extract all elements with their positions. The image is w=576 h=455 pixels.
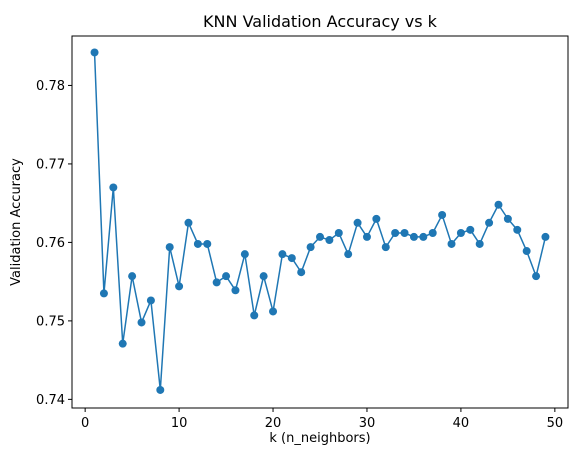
data-point — [316, 232, 324, 241]
data-point — [193, 239, 202, 248]
y-tick-label: 0.78 — [36, 79, 65, 94]
x-tick-label: 30 — [359, 416, 376, 431]
data-point — [203, 239, 212, 248]
y-tick-label: 0.74 — [36, 393, 65, 408]
data-point — [532, 272, 541, 281]
data-point — [184, 218, 193, 227]
data-point — [334, 228, 343, 237]
data-point — [99, 289, 108, 298]
y-axis-label: Validation Accuracy — [9, 158, 24, 286]
data-point — [475, 239, 484, 248]
data-point — [222, 272, 231, 281]
data-point — [269, 307, 278, 316]
axes: 0 10 20 30 40 50 0.74 0.75 0.76 0.77 0.78 — [36, 79, 563, 431]
data-point — [466, 225, 475, 234]
data-point — [165, 243, 174, 252]
data-point — [137, 318, 146, 327]
data-point — [494, 200, 503, 209]
data-point — [438, 210, 447, 219]
data-point — [175, 282, 184, 291]
data-point — [146, 296, 155, 305]
data-point — [212, 278, 221, 287]
data-point — [240, 250, 249, 259]
data-point — [419, 232, 428, 241]
series-layer — [90, 48, 550, 394]
data-point — [90, 48, 99, 57]
data-point — [128, 272, 137, 281]
x-tick-label: 20 — [265, 416, 282, 431]
y-tick-label: 0.76 — [36, 236, 65, 251]
data-point — [344, 250, 353, 259]
data-point — [447, 239, 456, 248]
data-point — [287, 254, 296, 263]
data-point — [428, 228, 437, 237]
data-point — [278, 250, 287, 259]
data-point — [456, 228, 465, 237]
data-point — [362, 232, 371, 241]
data-point — [156, 385, 165, 394]
x-tick-label: 10 — [171, 416, 188, 431]
data-point — [109, 183, 118, 192]
data-point — [353, 218, 362, 227]
data-point — [381, 243, 390, 252]
data-point — [325, 236, 334, 245]
data-point — [391, 228, 400, 237]
data-point — [118, 339, 127, 348]
data-point — [513, 225, 522, 234]
data-point — [541, 232, 550, 241]
y-tick-label: 0.75 — [36, 314, 65, 329]
data-point — [259, 272, 268, 281]
data-point — [250, 311, 259, 320]
x-tick-label: 0 — [81, 416, 89, 431]
data-point — [297, 268, 306, 277]
data-point — [503, 214, 512, 223]
data-point — [372, 214, 381, 223]
data-point — [231, 286, 240, 295]
y-tick-label: 0.77 — [36, 157, 65, 172]
data-point — [409, 232, 418, 241]
data-point — [400, 228, 409, 237]
x-tick-label: 50 — [547, 416, 564, 431]
x-tick-label: 40 — [453, 416, 470, 431]
chart-title: KNN Validation Accuracy vs k — [203, 12, 438, 31]
data-point — [306, 243, 315, 252]
data-point — [522, 247, 531, 256]
plot-frame — [71, 35, 569, 409]
data-point — [485, 218, 494, 227]
x-axis-label: k (n_neighbors) — [269, 431, 370, 446]
